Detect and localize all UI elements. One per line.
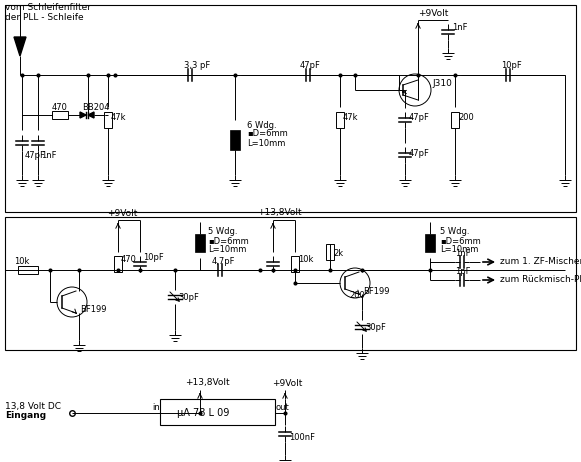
Text: 1nF: 1nF [41, 151, 56, 159]
Text: 47pF: 47pF [300, 61, 321, 71]
Text: 47k: 47k [343, 114, 358, 122]
Text: 10k: 10k [14, 257, 30, 267]
Text: 1pF: 1pF [455, 267, 471, 275]
Text: +13,8Volt: +13,8Volt [257, 208, 302, 218]
Text: 10k: 10k [298, 255, 313, 265]
Text: 100nF: 100nF [289, 433, 315, 443]
Bar [230, 130, 240, 150]
Text: 47pF: 47pF [409, 114, 430, 122]
Bar [291, 256, 299, 272]
Text: zum Rückmisch-PLL: zum Rückmisch-PLL [500, 275, 581, 285]
Text: +9Volt: +9Volt [272, 378, 302, 388]
Bar [160, 399, 275, 425]
Text: in: in [152, 403, 160, 413]
Text: BF199: BF199 [363, 287, 389, 297]
Text: +9Volt: +9Volt [418, 8, 449, 18]
Bar [5, 5, 576, 212]
Polygon shape [88, 112, 94, 118]
Polygon shape [14, 37, 26, 56]
Text: 30pF: 30pF [365, 322, 386, 332]
Text: 13,8 Volt DC: 13,8 Volt DC [5, 401, 61, 411]
Text: 3,3 pF: 3,3 pF [184, 61, 210, 71]
Text: 47k: 47k [111, 114, 127, 122]
Text: BB204: BB204 [82, 103, 109, 111]
Bar [18, 266, 38, 274]
Text: zum 1. ZF-Mischer: zum 1. ZF-Mischer [500, 257, 581, 267]
Text: 200: 200 [458, 114, 474, 122]
Text: +9Volt: +9Volt [107, 208, 137, 218]
Text: 10pF: 10pF [143, 254, 164, 262]
Text: ▪D=6mm: ▪D=6mm [440, 237, 480, 245]
Bar [5, 217, 576, 350]
Text: 30pF: 30pF [178, 292, 199, 302]
Text: ▪D=6mm: ▪D=6mm [247, 129, 288, 139]
Text: 47pF: 47pF [25, 151, 46, 159]
Bar [336, 112, 344, 128]
Bar [326, 244, 334, 260]
Text: ▪D=6mm: ▪D=6mm [208, 237, 249, 245]
Text: µA 78 L 09: µA 78 L 09 [177, 408, 229, 418]
Text: 200: 200 [349, 292, 365, 300]
Text: L=10mm: L=10mm [208, 245, 246, 255]
Bar [52, 111, 68, 119]
Text: 10pF: 10pF [501, 61, 522, 71]
Text: +13,8Volt: +13,8Volt [185, 378, 229, 388]
Text: 2k: 2k [333, 249, 343, 257]
Text: 47pF: 47pF [409, 148, 430, 158]
Text: 4,7pF: 4,7pF [212, 256, 235, 266]
Bar [195, 234, 205, 252]
Text: 1nF: 1nF [452, 24, 468, 32]
Text: J310: J310 [432, 79, 452, 89]
Text: L=10mm: L=10mm [440, 245, 478, 255]
Bar [451, 112, 459, 128]
Text: 470: 470 [121, 255, 137, 265]
Text: der PLL - Schleife: der PLL - Schleife [5, 12, 84, 22]
Bar [425, 234, 435, 252]
Text: 470: 470 [52, 103, 68, 113]
Bar [104, 112, 112, 128]
Text: vom Schleifenfilter: vom Schleifenfilter [5, 4, 91, 12]
Text: 1nF: 1nF [455, 249, 471, 257]
Text: 5 Wdg.: 5 Wdg. [208, 227, 238, 237]
Text: 6 Wdg.: 6 Wdg. [247, 121, 277, 129]
Text: out: out [276, 403, 290, 413]
Text: BF199: BF199 [80, 305, 106, 315]
Text: L=10mm: L=10mm [247, 139, 285, 147]
Text: Eingang: Eingang [5, 412, 46, 420]
Polygon shape [80, 112, 86, 118]
Bar [114, 256, 122, 272]
Text: 5 Wdg.: 5 Wdg. [440, 227, 469, 237]
